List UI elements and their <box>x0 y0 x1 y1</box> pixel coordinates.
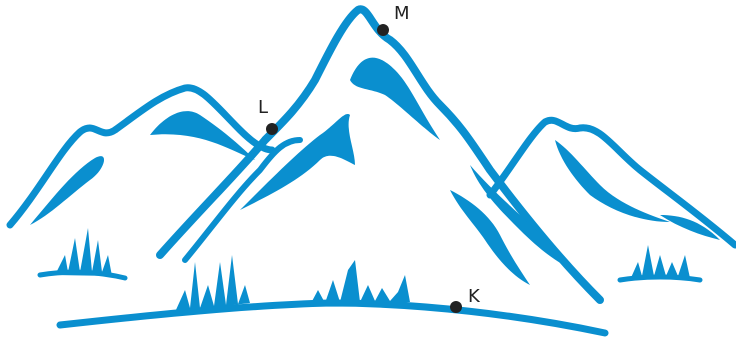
left-snow <box>150 111 255 160</box>
main-snow <box>240 114 355 210</box>
main-ridge <box>185 140 300 260</box>
left-snow <box>30 156 104 225</box>
ground-line <box>60 303 605 333</box>
grass <box>630 245 690 280</box>
point-dot <box>450 301 462 313</box>
point-dot <box>266 123 278 135</box>
point-label: M <box>394 3 410 24</box>
grass <box>310 260 410 305</box>
page: M L K (() => { const data = JSON.parse(d… <box>0 0 736 341</box>
point-label: L <box>258 97 268 118</box>
main-mountain <box>160 9 600 300</box>
points: M L K <box>258 3 481 313</box>
grass <box>175 255 250 312</box>
mountains <box>10 9 735 333</box>
main-snow <box>350 58 440 140</box>
point-label: K <box>468 286 481 307</box>
point-dot <box>377 24 389 36</box>
grass <box>55 228 112 276</box>
mountain-diagram: M L K <box>0 0 736 341</box>
